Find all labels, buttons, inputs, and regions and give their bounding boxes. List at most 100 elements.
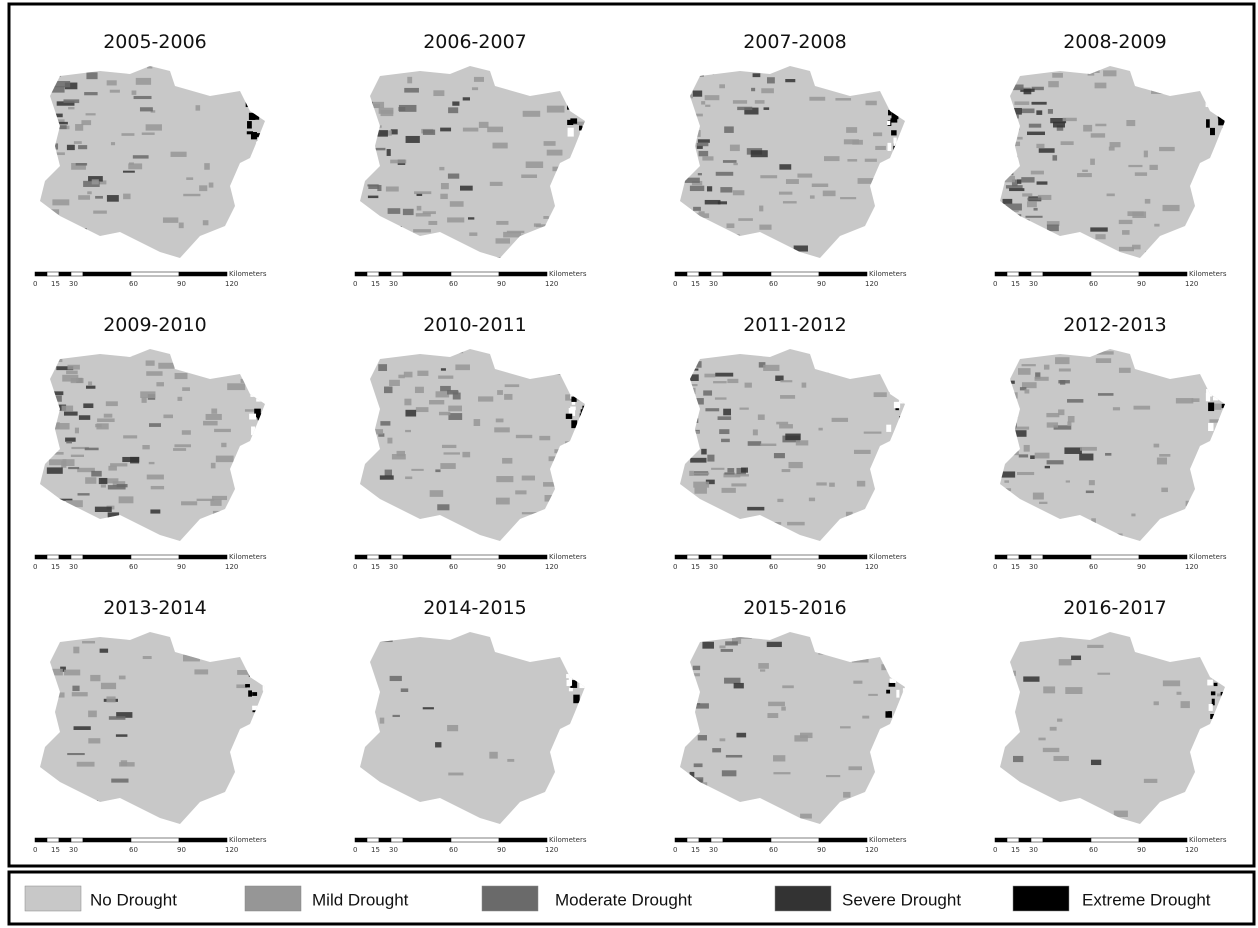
scale-label: 120 [225, 280, 238, 288]
patch [1065, 687, 1082, 694]
patch [463, 128, 478, 132]
patch [75, 428, 79, 434]
scale-segment [367, 555, 379, 559]
patch [1011, 671, 1016, 676]
patch [146, 371, 162, 376]
patch [1183, 238, 1200, 242]
patch [435, 742, 441, 747]
patch [423, 707, 434, 709]
patch [687, 94, 693, 98]
patch [68, 467, 79, 469]
patch [258, 413, 263, 420]
patch [866, 101, 877, 105]
patch [1064, 447, 1082, 454]
patch [1213, 361, 1230, 366]
patch [250, 389, 256, 397]
patch [108, 466, 116, 471]
patch [827, 542, 836, 546]
patch [1207, 257, 1221, 264]
scale-label: 120 [225, 846, 238, 854]
map-title: 2016-2017 [1063, 597, 1167, 619]
patch [1030, 455, 1035, 459]
patch [1216, 711, 1222, 719]
patch [891, 130, 897, 135]
patch [1126, 120, 1135, 126]
patch [857, 481, 865, 487]
patch [894, 402, 900, 408]
patch [479, 122, 489, 128]
patch [1037, 237, 1049, 240]
patch [387, 149, 391, 156]
patch [684, 695, 697, 699]
drought-map [680, 349, 919, 547]
patch [712, 748, 721, 752]
scale-segment [403, 272, 451, 276]
patch [417, 532, 431, 536]
scale-bar: 015306090120Kilometers [673, 553, 907, 571]
patch [73, 647, 79, 654]
patch [237, 670, 249, 675]
patch [363, 636, 378, 638]
patch [107, 80, 117, 85]
scale-segment [131, 838, 179, 842]
patch [713, 381, 727, 383]
patch [773, 772, 790, 774]
patch [1005, 423, 1017, 428]
scale-label: 90 [177, 846, 186, 854]
patch [132, 90, 137, 94]
patch [253, 354, 268, 358]
scale-label: 120 [545, 846, 558, 854]
patch [63, 99, 79, 103]
patch [741, 468, 748, 473]
patch [1000, 231, 1012, 234]
scale-label: 0 [33, 280, 37, 288]
patch [1119, 247, 1134, 251]
patch [547, 106, 565, 113]
drought-map [1000, 66, 1244, 264]
patch [1222, 127, 1229, 132]
patch [423, 211, 436, 214]
patch [496, 476, 513, 482]
patch [693, 207, 701, 211]
map-title: 2007-2008 [743, 31, 847, 53]
patch [250, 96, 253, 102]
patch [779, 164, 791, 169]
scale-label: 30 [1029, 280, 1038, 288]
scale-label: 0 [673, 563, 677, 571]
patch [121, 133, 134, 136]
patch [368, 184, 379, 189]
patch [67, 365, 79, 370]
patch [818, 428, 822, 431]
patch [1022, 364, 1036, 366]
patch [581, 137, 592, 144]
patch [715, 397, 727, 399]
patch [1159, 454, 1170, 457]
scale-segment [1139, 272, 1187, 276]
patch [1208, 99, 1213, 108]
patch [552, 167, 562, 172]
patch [776, 422, 788, 425]
patch [1034, 208, 1038, 211]
patch [1219, 105, 1226, 112]
patch [907, 365, 915, 370]
patch [433, 90, 444, 96]
scale-segment [83, 272, 131, 276]
patch [447, 217, 464, 222]
patch [252, 377, 257, 381]
patch [1205, 501, 1222, 504]
scale-segment [1007, 838, 1019, 842]
patch [1091, 760, 1101, 765]
patch [417, 206, 422, 211]
patch [462, 452, 470, 457]
scale-label: 90 [497, 846, 506, 854]
patch [1010, 430, 1027, 437]
scale-label: 15 [1011, 280, 1020, 288]
patch [1107, 194, 1115, 197]
scale-segment [47, 838, 59, 842]
patch [693, 213, 709, 218]
map-region [1000, 349, 1225, 541]
patch [712, 260, 727, 264]
patch [361, 172, 367, 177]
scale-segment [687, 272, 699, 276]
patch [1027, 132, 1045, 135]
